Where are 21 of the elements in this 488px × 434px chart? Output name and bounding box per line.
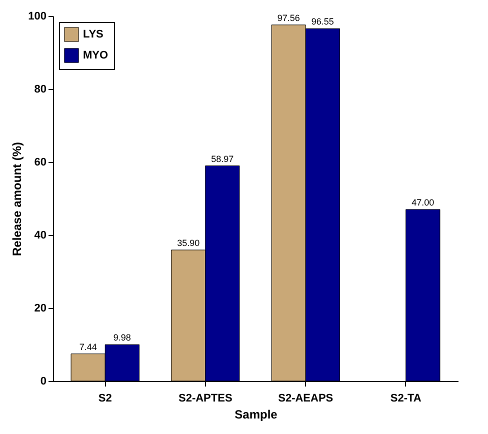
y-tick-label: 80 [34, 84, 46, 96]
data-label: 47.00 [412, 197, 434, 208]
y-tick-label: 40 [34, 230, 46, 242]
data-label: 7.44 [79, 342, 97, 352]
y-tick-label: 100 [28, 10, 46, 22]
data-label: 35.90 [177, 238, 200, 248]
x-tick-label: S2 [98, 392, 112, 404]
y-tick-label: 20 [34, 302, 46, 314]
y-tick-label: 60 [34, 156, 46, 168]
x-tick-label: S2-AEAPS [278, 392, 334, 404]
y-tick-label: 0 [40, 376, 46, 388]
x-tick-label: S2-TA [390, 392, 422, 404]
x-tick-label: S2-APTES [178, 392, 232, 404]
legend-label: MYO [83, 50, 108, 62]
data-label: 96.55 [311, 16, 334, 27]
data-label: 58.97 [211, 154, 234, 164]
y-axis-title: Release amount (%) [10, 142, 24, 256]
data-label: 97.56 [277, 12, 300, 23]
data-label: 9.98 [113, 332, 131, 343]
legend-label: LYS [83, 28, 104, 40]
x-axis-title: Sample [234, 408, 278, 422]
